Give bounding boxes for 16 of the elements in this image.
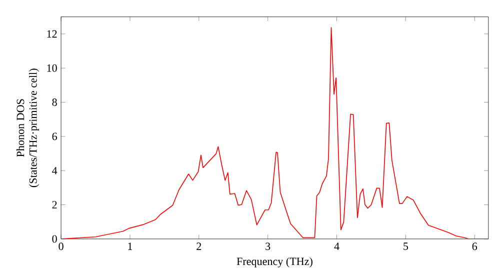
x-tick-label: 3	[266, 242, 270, 250]
x-tick-label: 5	[404, 242, 408, 250]
y-tick-label: 12	[47, 30, 57, 38]
x-tick-label: 2	[196, 242, 202, 250]
y-tick-label: 8	[52, 98, 57, 106]
x-tick-label: 6	[472, 242, 478, 250]
y-tick-label: 0	[52, 235, 57, 243]
x-tick-label: 4	[334, 242, 340, 250]
x-tick-label: 0	[58, 242, 64, 250]
x-axis-title: Frequency (THz)	[236, 257, 312, 268]
y-axis-title: Phonon DOS (States/THz·primitive cell)	[16, 68, 40, 188]
y-tick-label: 2	[52, 201, 57, 208]
x-tick-label: 1	[128, 242, 132, 250]
y-tick-label: 6	[52, 132, 58, 140]
y-tick-label: 4	[52, 167, 58, 174]
y-tick-label: 10	[47, 64, 57, 72]
